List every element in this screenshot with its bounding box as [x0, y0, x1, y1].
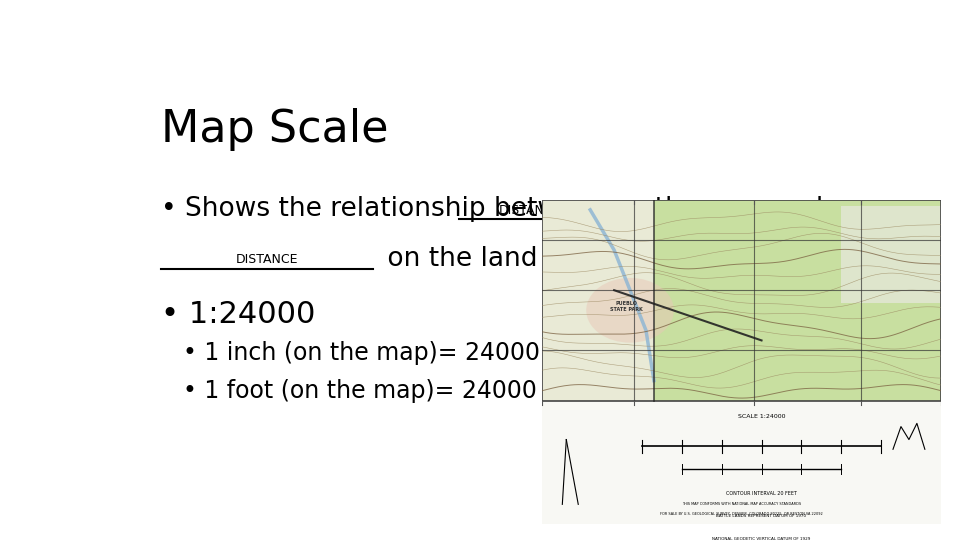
- Ellipse shape: [587, 278, 674, 343]
- Text: • 1 inch (on the map)= 24000 inches (on land): • 1 inch (on the map)= 24000 inches (on …: [183, 341, 737, 365]
- Text: DISTANCE: DISTANCE: [236, 253, 299, 266]
- Text: on the land: on the land: [379, 246, 538, 272]
- Text: • Shows the relationship between: • Shows the relationship between: [161, 196, 616, 222]
- Text: THIS MAP CONFORMS WITH NATIONAL MAP ACCURACY STANDARDS: THIS MAP CONFORMS WITH NATIONAL MAP ACCU…: [682, 502, 802, 507]
- Bar: [542, 200, 654, 401]
- Text: DISTANCE: DISTANCE: [499, 204, 562, 217]
- Bar: [542, 200, 941, 401]
- Bar: [542, 200, 941, 401]
- Text: SCALE 1:24000: SCALE 1:24000: [738, 414, 785, 418]
- Text: CONTOUR INTERVAL 20 FEET: CONTOUR INTERVAL 20 FEET: [726, 491, 797, 496]
- Text: PUEBLO
STATE PARK: PUEBLO STATE PARK: [610, 301, 642, 312]
- Text: • 1:24000: • 1:24000: [161, 300, 315, 329]
- Bar: [841, 206, 941, 303]
- Text: FOR SALE BY U.S. GEOLOGICAL SURVEY, DENVER, COLORADO 80225, OR RESTON VA 22092: FOR SALE BY U.S. GEOLOGICAL SURVEY, DENV…: [660, 512, 823, 516]
- Text: NATIONAL GEODETIC VERTICAL DATUM OF 1929: NATIONAL GEODETIC VERTICAL DATUM OF 1929: [712, 537, 810, 540]
- Bar: [542, 401, 941, 524]
- Text: • 1 foot (on the map)= 24000 feet (on land): • 1 foot (on the map)= 24000 feet (on la…: [183, 379, 705, 403]
- Text: BATTLE LANDS REPRESENT DATUM OF 1970: BATTLE LANDS REPRESENT DATUM OF 1970: [716, 514, 806, 518]
- Text: Map Scale: Map Scale: [161, 109, 389, 151]
- Text: on the map and: on the map and: [605, 196, 824, 222]
